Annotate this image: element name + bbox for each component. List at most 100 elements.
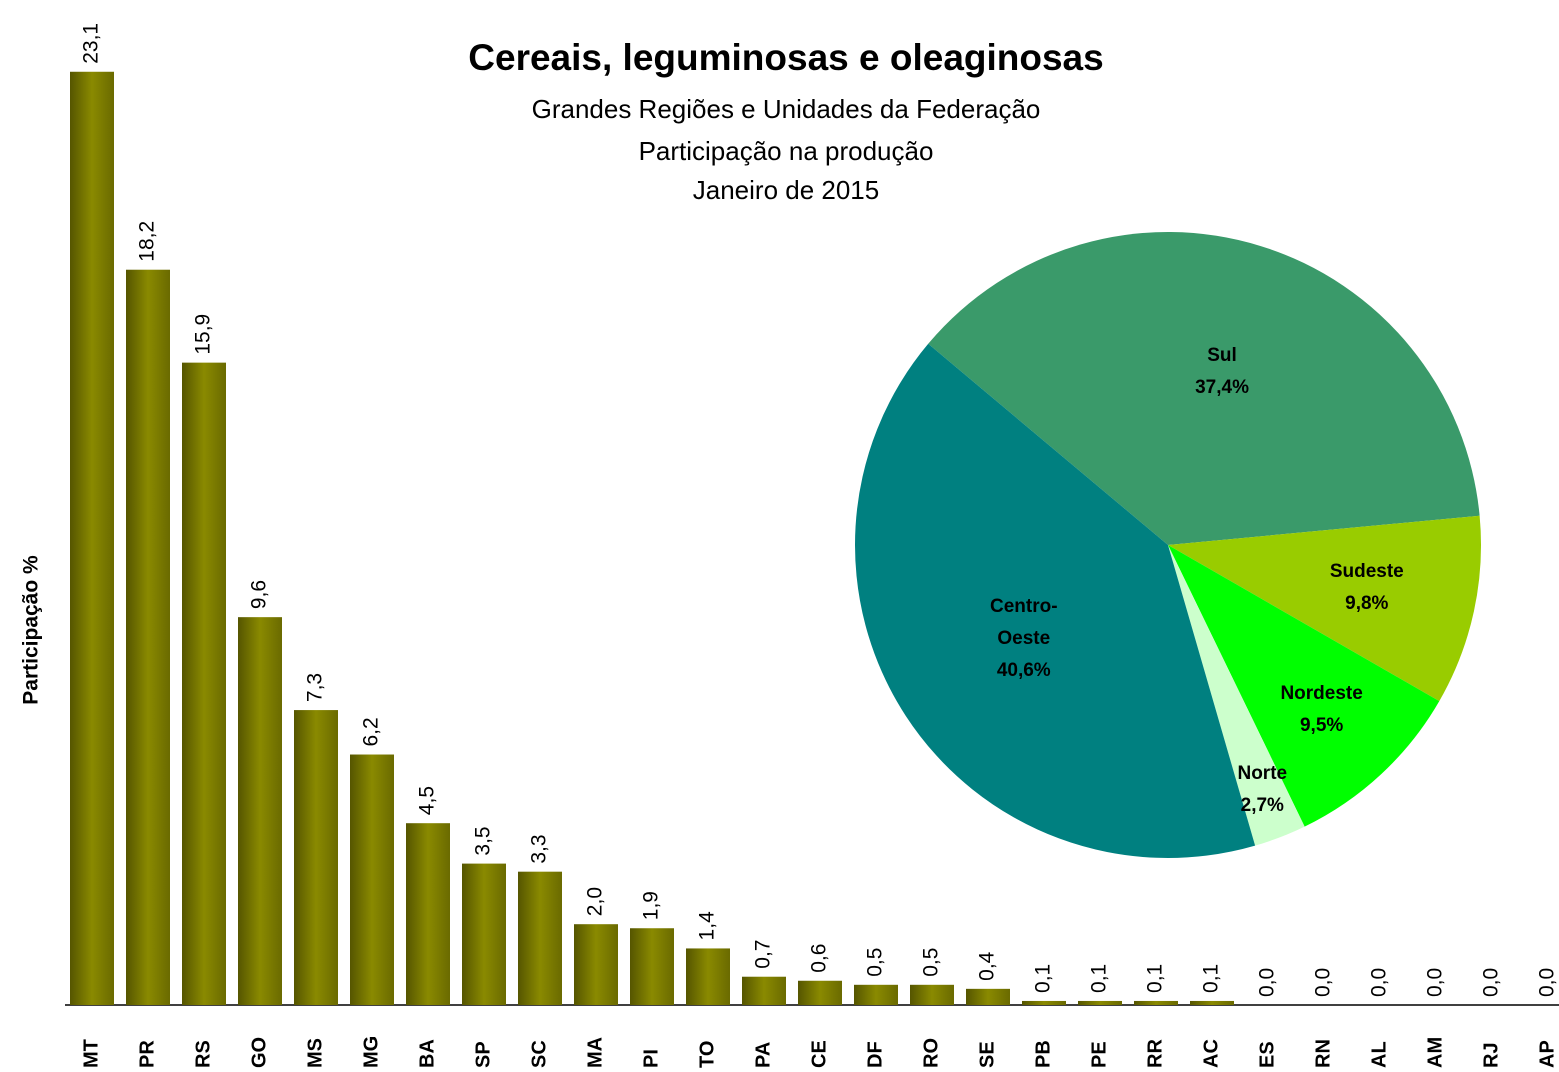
slice-name: Centro-Oeste (989, 595, 1058, 649)
bar (294, 710, 338, 1005)
bar (1134, 1000, 1178, 1005)
value-label: 0,1 (1144, 964, 1167, 993)
value-label: 18,2 (136, 221, 159, 262)
value-label: 0,0 (1312, 968, 1335, 997)
x-tick-label: MG (360, 1036, 382, 1068)
chart-title: Cereais, leguminosas e oleaginosas (468, 37, 1103, 78)
bar (126, 269, 170, 1006)
bar (1190, 1000, 1234, 1005)
x-tick-label: GO (248, 1037, 270, 1068)
x-tick-label: PA (752, 1042, 774, 1068)
value-label: 7,3 (304, 673, 327, 702)
value-label: 0,1 (1088, 964, 1111, 993)
x-tick-label: CE (808, 1040, 830, 1068)
value-label: 2,0 (584, 887, 607, 916)
x-tick-label: TO (696, 1041, 718, 1068)
bar (1078, 1000, 1122, 1005)
value-label: 0,0 (1536, 968, 1559, 997)
y-axis-label: Participação % (20, 555, 43, 705)
bar (910, 984, 954, 1005)
slice-value: 9,5% (1299, 714, 1344, 736)
subtitle: Participação na produção (639, 136, 934, 166)
value-label: 1,4 (696, 911, 719, 941)
pie-slice (1168, 545, 1305, 846)
x-tick-label: ES (1256, 1041, 1278, 1068)
value-label: 0,0 (1480, 968, 1503, 997)
slice-label: Nordeste 9,5% (1274, 678, 1370, 742)
slice-label: Norte 2,7% (1214, 758, 1310, 822)
x-tick-label: SC (528, 1040, 550, 1068)
slice-name: Nordeste (1280, 682, 1363, 704)
value-label: 6,2 (360, 717, 383, 746)
slice-value: 37,4% (1195, 376, 1249, 398)
x-tick-label: MS (304, 1038, 326, 1068)
pie-slice (855, 343, 1256, 858)
value-label: 0,7 (752, 940, 775, 969)
x-tick-label: SP (472, 1041, 494, 1068)
value-label: 0,4 (976, 951, 999, 981)
value-label: 0,0 (1368, 968, 1391, 997)
x-tick-label: PI (640, 1049, 662, 1068)
x-tick-label: PR (136, 1040, 158, 1068)
x-tick-label: MA (584, 1037, 606, 1068)
bar (574, 924, 618, 1005)
x-tick-label: RR (1144, 1039, 1166, 1068)
subtitle: Grandes Regiões e Unidades da Federação (532, 94, 1041, 124)
x-tick-label: RJ (1480, 1042, 1502, 1068)
x-tick-label: AM (1424, 1037, 1446, 1068)
bar (70, 71, 114, 1005)
x-tick-label: BA (416, 1039, 438, 1068)
subtitle: Janeiro de 2015 (693, 175, 879, 205)
slice-name: Norte (1237, 763, 1288, 785)
bar (238, 617, 282, 1005)
slice-value: 40,6% (996, 659, 1051, 681)
x-tick-label: RO (920, 1038, 942, 1068)
value-label: 3,3 (528, 834, 551, 863)
x-tick-label: DF (864, 1041, 886, 1068)
value-label: 0,5 (920, 948, 943, 977)
value-label: 0,1 (1200, 964, 1223, 993)
x-tick-label: AP (1536, 1040, 1558, 1068)
x-tick-label: MT (80, 1039, 102, 1068)
bar (966, 988, 1010, 1005)
pie-slice (928, 232, 1480, 545)
bar (406, 823, 450, 1005)
bar (1022, 1000, 1066, 1005)
slice-name: Sul (1207, 344, 1237, 366)
bar (630, 928, 674, 1005)
value-label: 23,1 (80, 23, 103, 64)
value-label: 15,9 (192, 314, 215, 355)
slice-name: Sudeste (1329, 561, 1404, 583)
bar (798, 980, 842, 1005)
bar (518, 871, 562, 1005)
bar (686, 948, 730, 1005)
slice-value: 2,7% (1240, 795, 1284, 817)
value-label: 0,1 (1032, 964, 1055, 993)
value-label: 0,6 (808, 944, 831, 973)
x-tick-label: AC (1200, 1039, 1222, 1068)
bar (462, 863, 506, 1005)
value-label: 0,0 (1256, 968, 1279, 997)
x-tick-label: PE (1088, 1041, 1110, 1068)
value-label: 9,6 (248, 580, 271, 609)
value-label: 0,0 (1424, 968, 1447, 997)
x-tick-label: PB (1032, 1040, 1054, 1068)
pie-slice (1168, 515, 1481, 702)
x-tick-label: SE (976, 1041, 998, 1068)
value-label: 4,5 (416, 786, 439, 815)
pie-slice (1168, 545, 1440, 827)
value-label: 3,5 (472, 826, 495, 855)
slice-label: Sul 37,4% (1174, 340, 1270, 404)
bar (350, 754, 394, 1005)
value-label: 1,9 (640, 891, 663, 920)
slice-label: Centro-Oeste 40,6% (976, 591, 1072, 687)
bar (854, 984, 898, 1005)
x-tick-label: AL (1368, 1041, 1390, 1068)
slice-label: Sudeste 9,8% (1319, 556, 1415, 620)
bar (182, 362, 226, 1005)
value-label: 0,5 (864, 948, 887, 977)
slice-value: 9,8% (1345, 593, 1389, 615)
x-tick-label: RS (192, 1040, 214, 1068)
